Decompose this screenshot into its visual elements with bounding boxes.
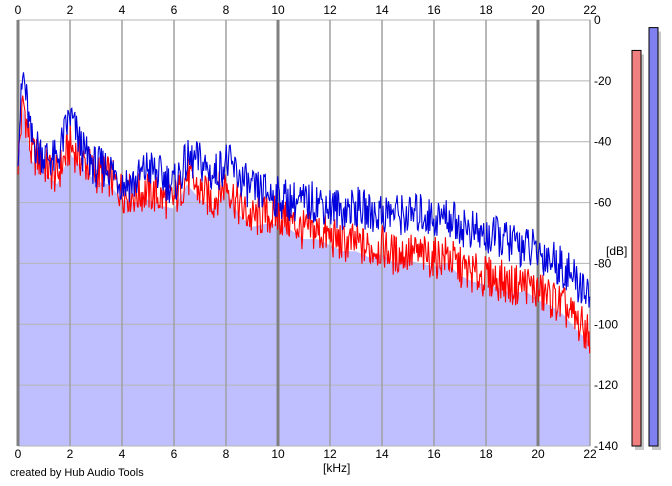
red-level-meter [631,49,642,447]
credit-text: created by Hub Audio Tools [10,467,144,479]
x-tick-label-bottom: 8 [223,447,230,461]
x-tick-label-bottom: 6 [171,447,178,461]
x-tick-label-top: 6 [171,3,178,17]
y-tick-label: -60 [594,196,612,210]
x-tick-label-top: 16 [427,3,441,17]
y-tick-label: -80 [594,256,612,270]
series-line-channel-blue [17,72,591,308]
y-tick-label: 0 [594,13,601,27]
x-tick-label-bottom: 12 [323,447,337,461]
x-tick-label-bottom: 16 [427,447,441,461]
x-axis-label: [kHz] [323,461,350,475]
x-tick-label-bottom: 14 [375,447,389,461]
x-tick-label-bottom: 10 [271,447,285,461]
x-tick-label-bottom: 18 [479,447,493,461]
y-tick-label: -140 [594,439,618,453]
x-tick-label-bottom: 2 [67,447,74,461]
y-tick-label: -120 [594,378,618,392]
spectrum-fill-area [18,108,590,446]
y-tick-label: -40 [594,135,612,149]
x-tick-label-top: 22 [583,3,597,17]
x-tick-label-top: 10 [271,3,285,17]
y-axis-label: [dB] [606,244,627,258]
x-tick-label-top: 4 [119,3,126,17]
x-tick-label-bottom: 4 [119,447,126,461]
x-tick-label-top: 2 [67,3,74,17]
blue-level-meter [648,27,659,447]
x-tick-label-bottom: 22 [583,447,597,461]
x-tick-label-top: 0 [15,3,22,17]
y-tick-label: -100 [594,317,618,331]
x-tick-label-top: 12 [323,3,337,17]
x-tick-label-top: 8 [223,3,230,17]
y-tick-label: -20 [594,74,612,88]
x-tick-label-top: 18 [479,3,493,17]
x-tick-label-top: 14 [375,3,389,17]
x-tick-label-top: 20 [531,3,545,17]
x-tick-label-bottom: 20 [531,447,545,461]
x-tick-label-bottom: 0 [15,447,22,461]
